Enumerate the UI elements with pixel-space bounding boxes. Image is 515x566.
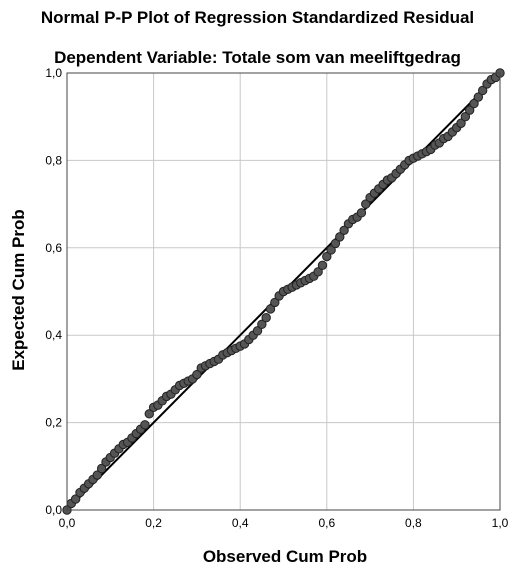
y-tick-label: 0,2: [45, 416, 62, 430]
chart-subtitle: Dependent Variable: Totale som van meeli…: [54, 48, 461, 67]
x-tick-label: 0,6: [318, 516, 335, 530]
data-point: [257, 319, 267, 329]
chart-title: Normal P-P Plot of Regression Standardiz…: [40, 8, 475, 27]
data-point: [456, 118, 466, 128]
data-point: [460, 112, 471, 122]
x-tick-label: 0,2: [145, 516, 162, 530]
data-point: [192, 369, 202, 380]
data-point: [313, 267, 323, 277]
data-point: [252, 326, 263, 336]
x-axis-label: Observed Cum Prob: [203, 547, 367, 566]
data-point: [361, 199, 371, 209]
x-tick-labels: 0,0 0,2 0,4 0,6 0,8 1,0: [59, 516, 509, 530]
data-point: [326, 245, 336, 255]
data-point: [339, 225, 349, 236]
y-tick-label: 1,0: [45, 66, 62, 80]
y-axis-label: Expected Cum Prob: [9, 209, 28, 371]
data-point: [92, 470, 103, 480]
x-tick-label: 0,4: [232, 516, 249, 530]
data-point: [477, 85, 488, 96]
y-tick-label: 0,6: [45, 241, 62, 255]
data-point: [335, 232, 345, 242]
data-point: [265, 304, 276, 314]
data-point: [261, 313, 271, 323]
data-point: [330, 238, 341, 249]
data-point: [144, 409, 154, 419]
data-point: [96, 463, 107, 474]
data-point: [317, 260, 328, 270]
data-point: [270, 297, 280, 308]
x-tick-label: 0,0: [59, 516, 76, 530]
y-tick-label: 0,4: [45, 328, 62, 342]
data-point: [473, 92, 484, 102]
data-point: [464, 105, 475, 115]
x-tick-label: 1,0: [492, 516, 509, 530]
data-point: [322, 251, 332, 262]
data-points: [62, 68, 505, 515]
x-tick-label: 0,8: [405, 516, 422, 530]
data-point: [356, 208, 367, 218]
y-tick-labels: 0,0 0,2 0,4 0,6 0,8 1,0: [45, 66, 62, 517]
y-tick-label: 0,0: [45, 503, 62, 517]
data-point: [70, 494, 81, 504]
y-tick-label: 0,8: [45, 153, 62, 167]
data-point: [140, 420, 150, 430]
data-point: [469, 98, 479, 109]
plot-frame: [66, 72, 501, 511]
